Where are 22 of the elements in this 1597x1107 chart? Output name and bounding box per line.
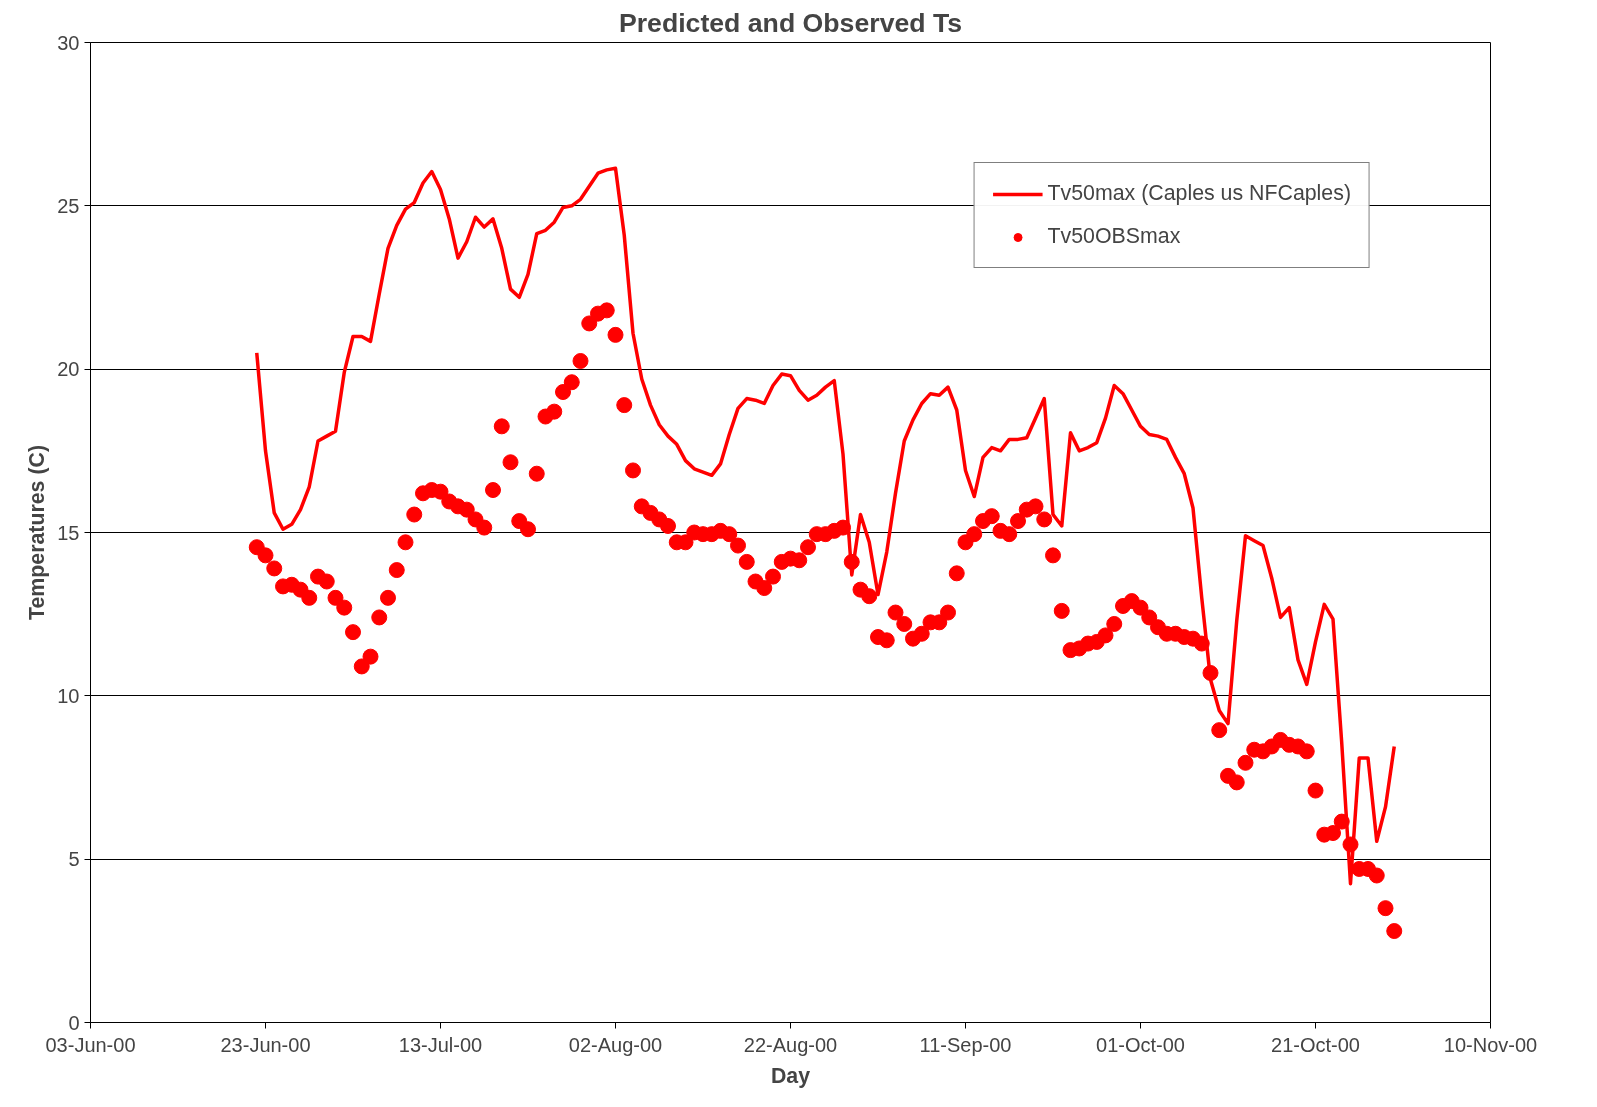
y-tick-label: 20: [57, 358, 80, 381]
x-tick-label: 02-Aug-00: [568, 1033, 663, 1056]
x-tick-label: 01-Oct-00: [1096, 1033, 1185, 1056]
y-tick-label: 10: [57, 684, 80, 707]
y-axis-title: Temperatures (C): [25, 444, 50, 620]
x-tick-label: 10-Nov-00: [1443, 1033, 1538, 1056]
legend-label: Tv50max (Caples us NFCaples): [1047, 181, 1351, 206]
line-series: [255, 166, 1396, 886]
y-tick-label: 30: [57, 31, 80, 54]
x-tick-label: 23-Jun-00: [220, 1033, 311, 1056]
chart-title: Predicted and Observed Ts: [618, 7, 963, 38]
x-tick-label: 11-Sep-00: [919, 1033, 1012, 1056]
y-tick-label: 15: [57, 521, 80, 544]
x-tick-label: 03-Jun-00: [45, 1033, 136, 1056]
x-tick-label: 22-Aug-00: [743, 1033, 838, 1056]
x-tick-label: 21-Oct-00: [1271, 1033, 1360, 1056]
legend-label: Tv50OBSmax: [1047, 224, 1181, 249]
y-tick-label: 5: [68, 848, 80, 871]
x-axis-title: Day: [770, 1063, 811, 1088]
y-tick-label: 25: [57, 194, 80, 217]
y-tick-label: 0: [68, 1011, 80, 1034]
x-tick-label: 13-Jul-00: [398, 1033, 483, 1056]
